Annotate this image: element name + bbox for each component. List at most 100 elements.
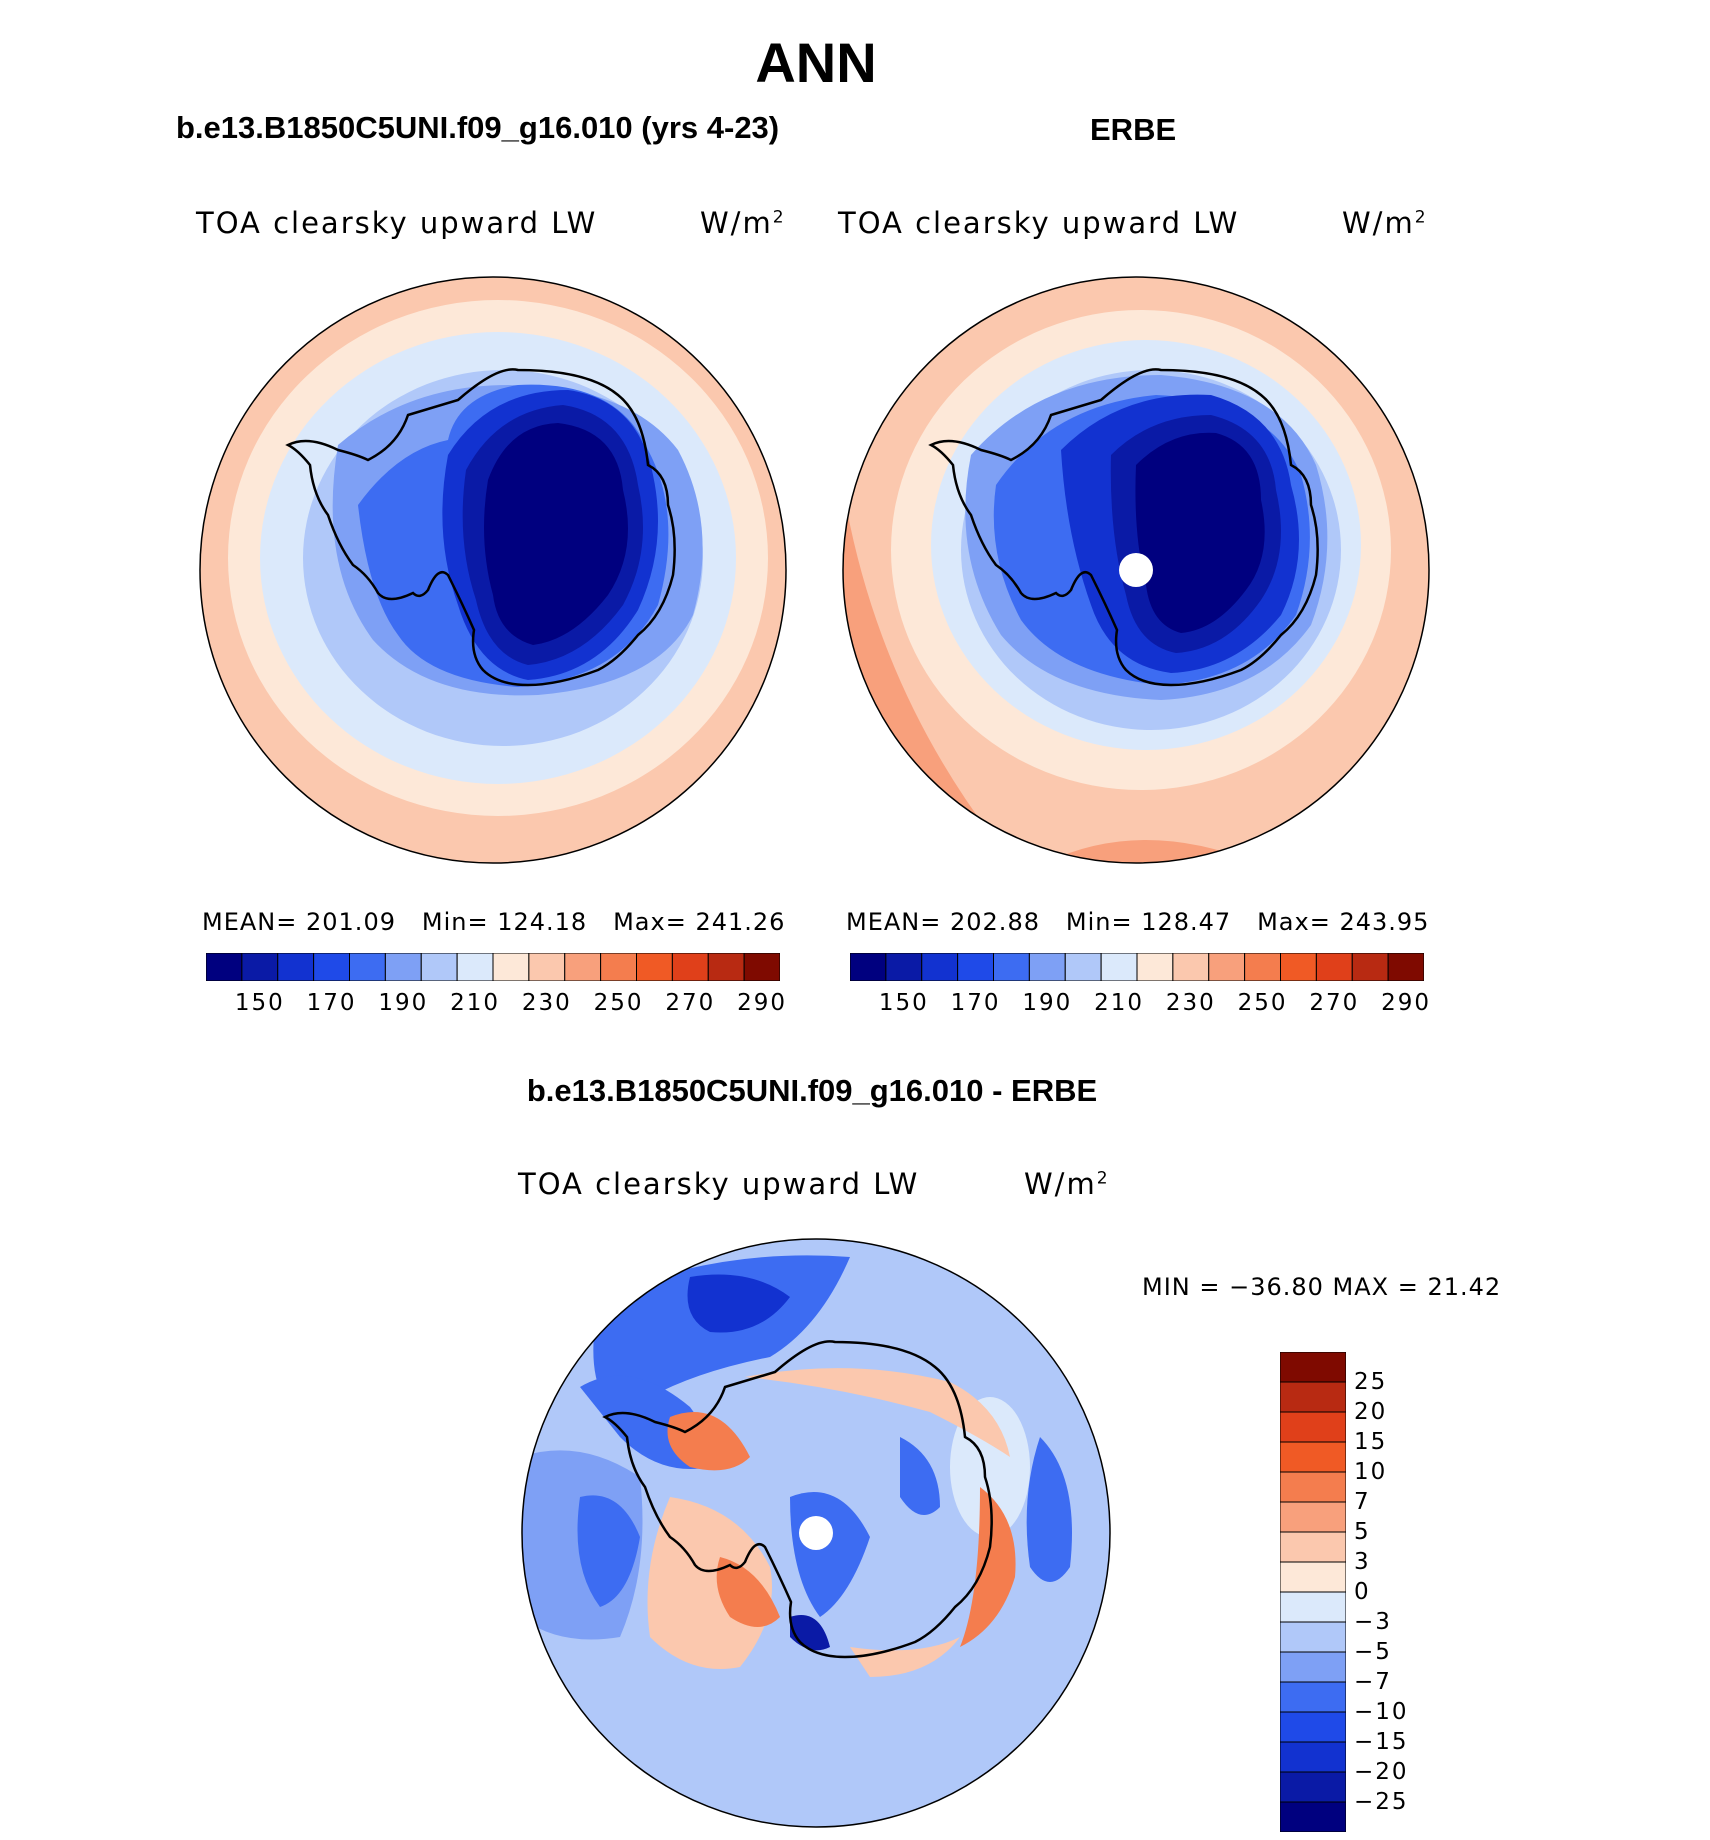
diff-colorbar-swatch [1280, 1591, 1346, 1623]
left-colorbar-swatch [564, 953, 602, 981]
right-colorbar-swatch [921, 953, 959, 981]
right-colorbar [850, 953, 1424, 981]
right-colorbar-swatch [1244, 953, 1281, 981]
diff-colorbar-swatch [1280, 1441, 1346, 1473]
diff-colorbar-ticks: 25 20 15 10 7 5 3 0 −3 −5 −7 −10 −15 −20 −25 [1354, 1352, 1434, 1832]
right-colorbar-tick-label: 270 [1309, 990, 1360, 1016]
left-colorbar-swatch [420, 953, 458, 981]
page-title: ANN [755, 31, 877, 94]
left-colorbar-swatch [384, 953, 422, 981]
right-colorbar-swatch [1136, 953, 1174, 981]
diff-colorbar-tick-label: 3 [1354, 1549, 1371, 1575]
diff-colorbar-swatch [1280, 1411, 1346, 1443]
diff-colorbar-swatch [1280, 1651, 1346, 1683]
right-colorbar-tick-label: 230 [1165, 990, 1216, 1016]
right-colorbar-swatch [1100, 953, 1138, 981]
left-colorbar-ticks: 150 170 190 210 230 250 270 290 [206, 990, 785, 1020]
diff-colorbar-swatch [1280, 1801, 1346, 1832]
diff-colorbar-swatch [1280, 1741, 1346, 1773]
right-variable-label: TOA clearsky upward LW [838, 206, 1240, 240]
right-colorbar-tick-label: 250 [1237, 990, 1288, 1016]
diff-colorbar-swatch [1280, 1711, 1346, 1743]
left-colorbar-swatch [206, 953, 243, 981]
diff-colorbar-swatch [1280, 1621, 1346, 1653]
right-colorbar-swatch [850, 953, 887, 981]
diff-colorbar-tick-label: 5 [1354, 1519, 1371, 1545]
diff-colorbar [1280, 1352, 1346, 1832]
diff-units-label: W/m2 [1024, 1167, 1110, 1201]
diff-colorbar-swatch [1280, 1771, 1346, 1803]
diff-colorbar-tick-label: 15 [1354, 1429, 1388, 1455]
right-colorbar-tick-label: 170 [950, 990, 1001, 1016]
diff-colorbar-tick-label: 20 [1354, 1399, 1388, 1425]
right-colorbar-swatch [1208, 953, 1246, 981]
right-colorbar-swatch [1064, 953, 1102, 981]
right-units-label: W/m2 [1342, 206, 1428, 240]
diff-colorbar-tick-label: 25 [1354, 1369, 1388, 1395]
diff-colorbar-swatch [1280, 1531, 1346, 1563]
right-colorbar-swatch [1280, 953, 1317, 981]
left-colorbar-tick-label: 290 [737, 990, 788, 1016]
left-colorbar-swatch [277, 953, 315, 981]
left-colorbar [206, 953, 780, 981]
right-colorbar-tick-label: 150 [878, 990, 929, 1016]
right-colorbar-swatch [1351, 953, 1389, 981]
left-colorbar-tick-label: 250 [593, 990, 644, 1016]
left-colorbar-tick-label: 170 [306, 990, 357, 1016]
diff-panel-title: b.e13.B1850C5UNI.f09_g16.010 - ERBE [526, 1073, 1098, 1108]
left-colorbar-swatch [349, 953, 386, 981]
diff-colorbar-tick-label: −10 [1354, 1699, 1409, 1725]
diff-colorbar-tick-label: −25 [1354, 1789, 1409, 1815]
right-colorbar-swatch [1315, 953, 1353, 981]
right-polar-map [841, 275, 1431, 865]
left-variable-label: TOA clearsky upward LW [196, 206, 598, 240]
right-colorbar-swatch [957, 953, 994, 981]
diff-variable-label: TOA clearsky upward LW [518, 1167, 920, 1201]
diff-colorbar-tick-label: −3 [1354, 1609, 1392, 1635]
diff-colorbar-swatch [1280, 1501, 1346, 1533]
diff-polar-map [520, 1237, 1112, 1829]
left-colorbar-swatch [707, 953, 745, 981]
diff-colorbar-tick-label: 0 [1354, 1579, 1371, 1605]
diff-colorbar-tick-label: −7 [1354, 1669, 1392, 1695]
left-colorbar-tick-label: 230 [521, 990, 572, 1016]
diff-colorbar-tick-label: −15 [1354, 1729, 1409, 1755]
left-colorbar-swatch [456, 953, 494, 981]
left-stats: MEAN= 201.09 Min= 124.18 Max= 241.26 [202, 908, 786, 936]
right-colorbar-swatch [1387, 953, 1424, 981]
diff-minmax: MIN = −36.80 MAX = 21.42 [1142, 1273, 1502, 1301]
left-panel-title: b.e13.B1850C5UNI.f09_g16.010 (yrs 4-23) [176, 110, 780, 145]
right-colorbar-tick-label: 210 [1094, 990, 1145, 1016]
diff-colorbar-tick-label: −5 [1354, 1639, 1392, 1665]
left-colorbar-swatch [600, 953, 637, 981]
right-colorbar-ticks: 150 170 190 210 230 250 270 290 [850, 990, 1429, 1020]
left-colorbar-swatch [743, 953, 780, 981]
diff-colorbar-swatch [1280, 1352, 1346, 1383]
right-colorbar-swatch [885, 953, 923, 981]
left-colorbar-swatch [313, 953, 350, 981]
left-colorbar-tick-label: 270 [665, 990, 716, 1016]
diff-colorbar-tick-label: −20 [1354, 1759, 1409, 1785]
right-colorbar-swatch [993, 953, 1030, 981]
left-units-label: W/m2 [700, 206, 786, 240]
right-stats: MEAN= 202.88 Min= 128.47 Max= 243.95 [846, 908, 1430, 936]
right-colorbar-tick-label: 190 [1022, 990, 1073, 1016]
diff-colorbar-swatch [1280, 1381, 1346, 1413]
left-colorbar-tick-label: 190 [378, 990, 429, 1016]
left-colorbar-swatch [636, 953, 673, 981]
diff-colorbar-tick-label: 10 [1354, 1459, 1388, 1485]
diff-colorbar-swatch [1280, 1561, 1346, 1593]
left-colorbar-swatch [492, 953, 530, 981]
left-colorbar-swatch [241, 953, 279, 981]
left-colorbar-swatch [671, 953, 709, 981]
left-colorbar-tick-label: 210 [450, 990, 501, 1016]
left-polar-map [198, 275, 788, 865]
diff-colorbar-tick-label: 7 [1354, 1489, 1371, 1515]
diff-colorbar-swatch [1280, 1471, 1346, 1503]
right-panel-title: ERBE [1090, 112, 1177, 147]
right-colorbar-swatch [1172, 953, 1210, 981]
left-colorbar-swatch [528, 953, 566, 981]
diff-colorbar-swatch [1280, 1681, 1346, 1713]
right-colorbar-tick-label: 290 [1381, 990, 1432, 1016]
left-colorbar-tick-label: 150 [234, 990, 285, 1016]
